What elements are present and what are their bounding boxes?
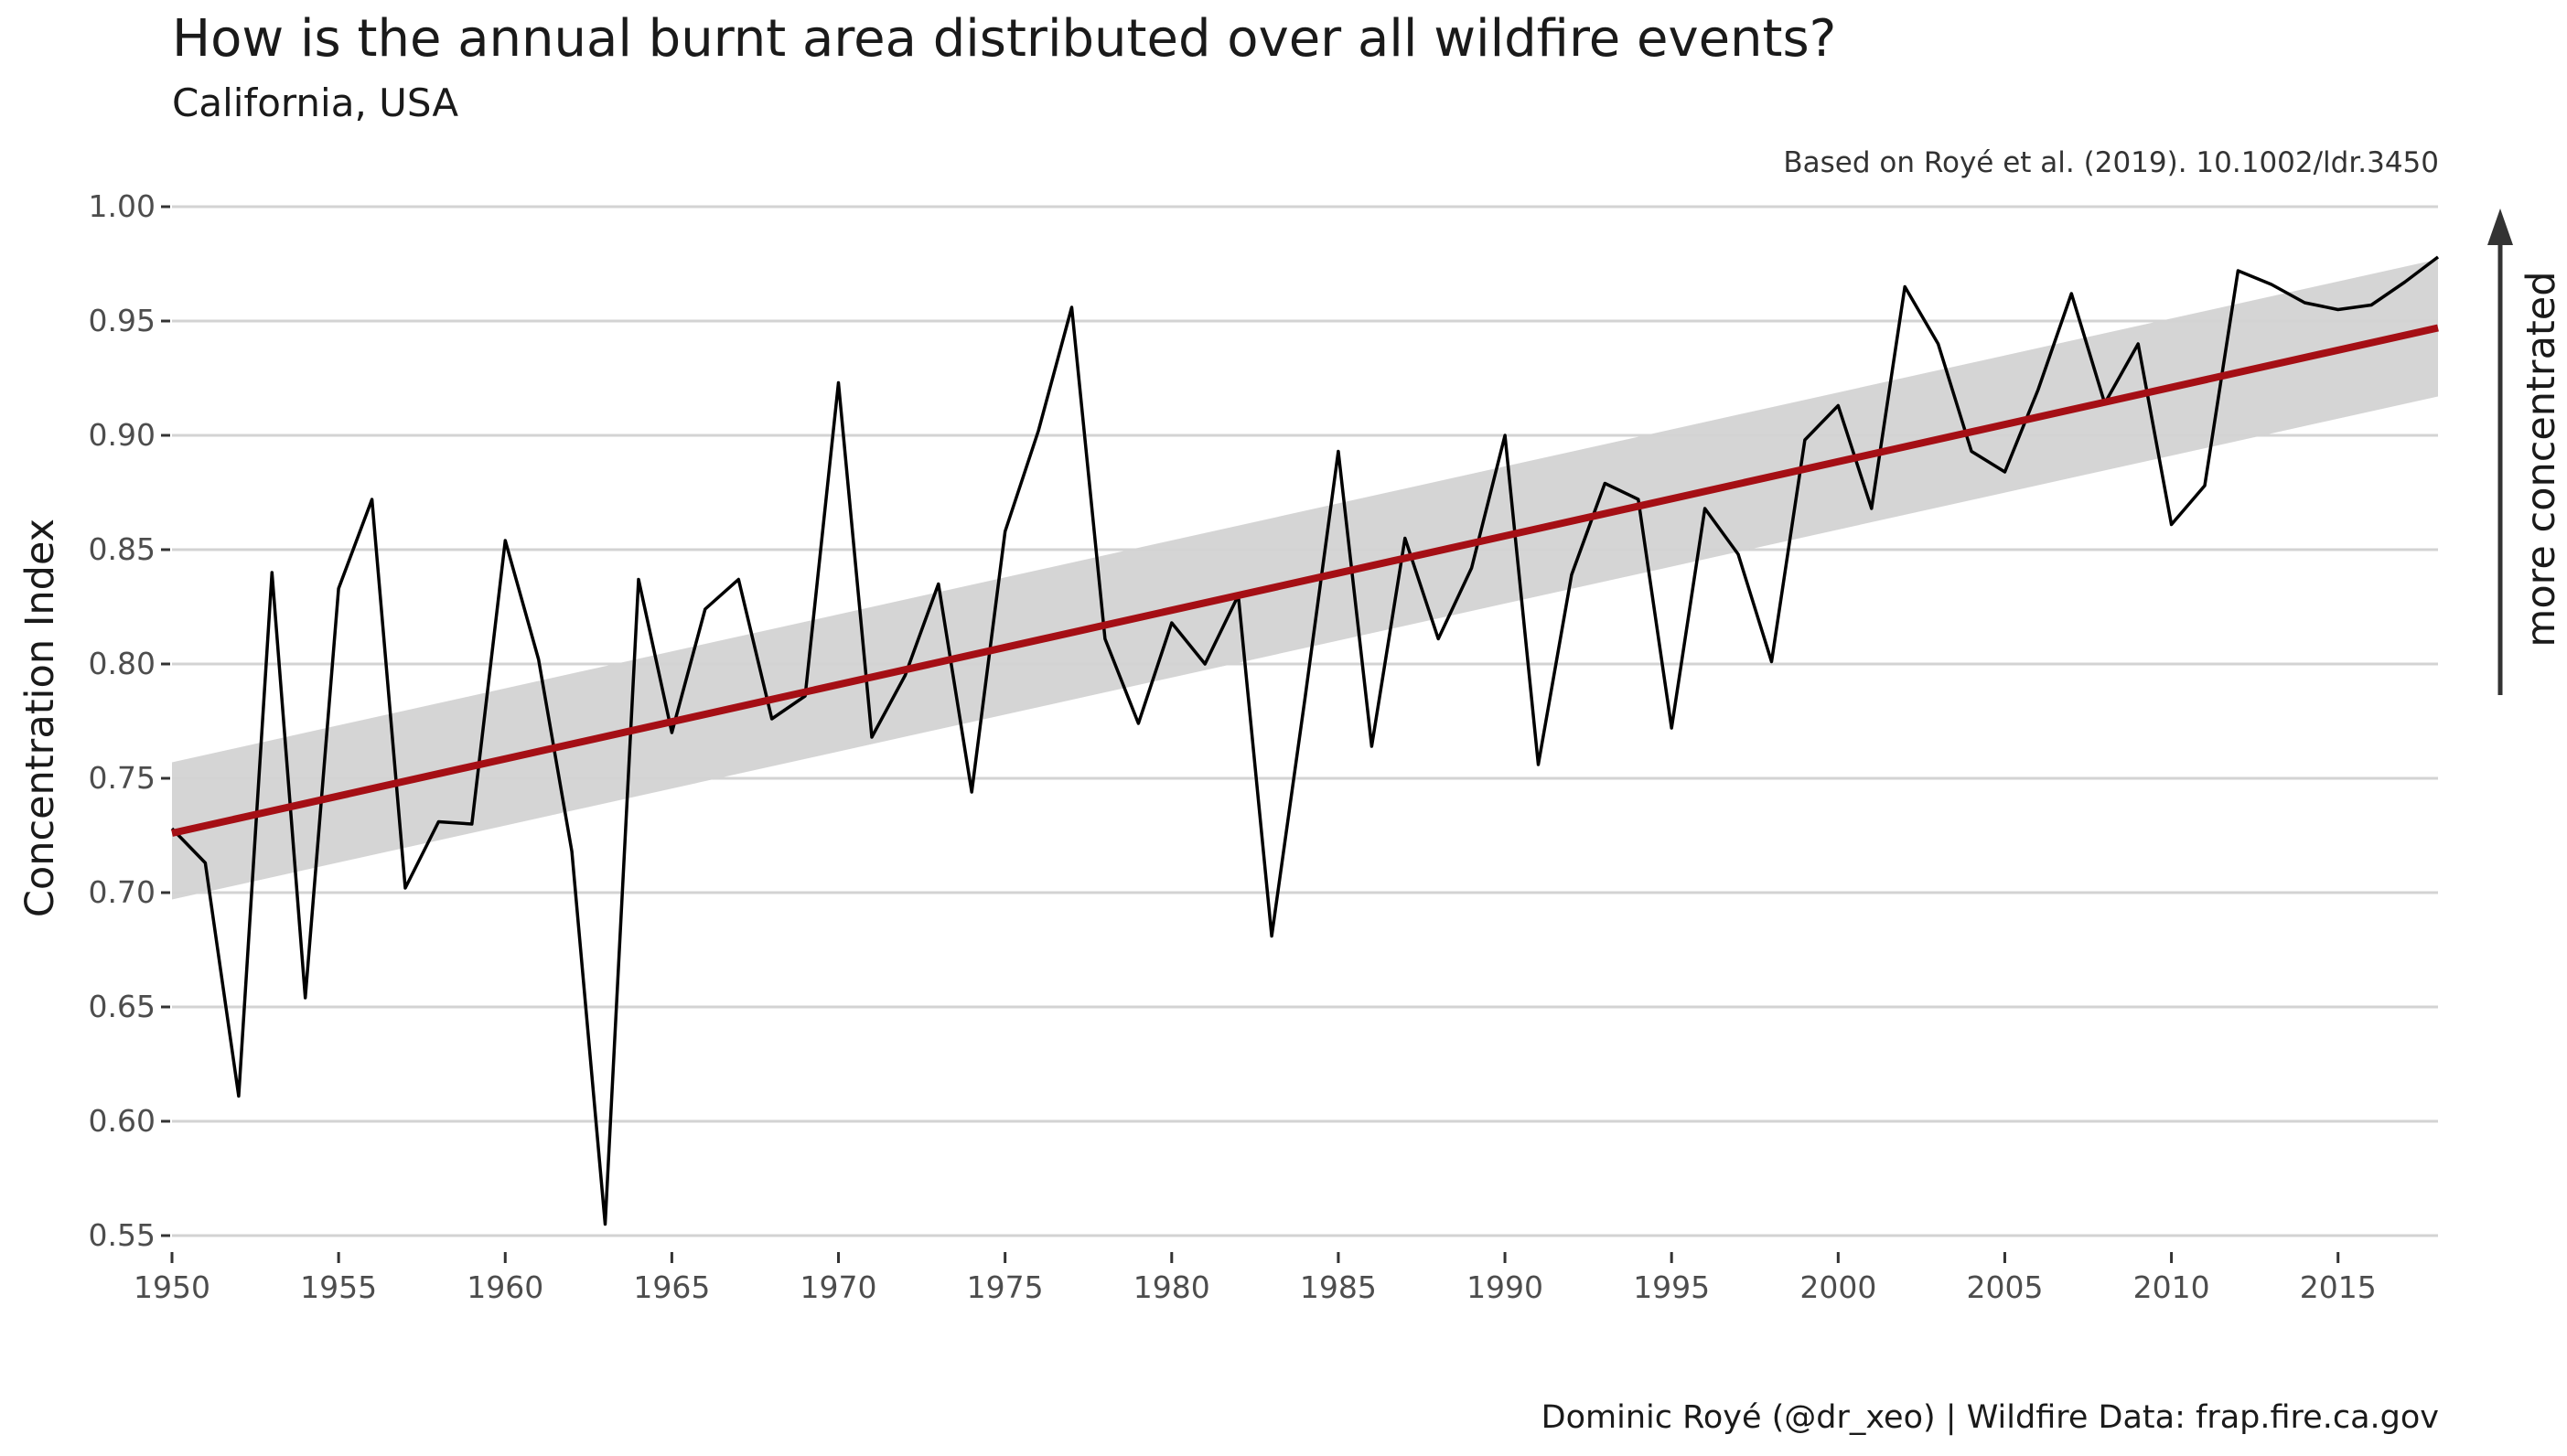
caption: Dominic Royé (@dr_xeo) | Wildfire Data: … [1541,1399,2439,1436]
y-tick-label: 0.70 [89,874,156,910]
source-note: Based on Royé et al. (2019). 10.1002/ldr… [1783,146,2439,179]
chart-subtitle: California, USA [172,80,459,125]
x-tick-label: 1965 [633,1269,710,1305]
y-tick-label: 0.90 [89,417,156,453]
x-tick-label: 2005 [1966,1269,2043,1305]
x-tick-label: 1995 [1633,1269,1710,1305]
y-tick-label: 0.60 [89,1103,156,1139]
x-tick-label: 1975 [967,1269,1044,1305]
y-tick-label: 0.80 [89,646,156,681]
y-tick-label: 0.95 [89,303,156,338]
arrow-head [2487,209,2513,245]
trend-line [171,324,2439,837]
x-tick-label: 1985 [1300,1269,1377,1305]
y-tick-label: 0.65 [89,989,156,1024]
more-concentrated-arrow [2487,209,2513,695]
chart-title: How is the annual burnt area distributed… [172,9,1837,69]
trend-group [171,324,2439,837]
x-tick-label: 2010 [2133,1269,2210,1305]
x-tick-label: 1990 [1466,1269,1543,1305]
x-tick-label: 1960 [467,1269,543,1305]
x-tick-label: 1970 [800,1269,877,1305]
y-tick-label: 0.85 [89,531,156,567]
x-tick-label: 2015 [2300,1269,2377,1305]
more-concentrated-label: more concentrated [2519,271,2564,647]
y-tick-label: 0.55 [89,1217,156,1253]
x-axis: 1950 1955 1960 1965 1970 1975 1980 1985 1990 1995… [134,1252,2377,1305]
x-tick-label: 1980 [1133,1269,1210,1305]
y-axis-title: Concentration Index [17,519,63,917]
y-axis: 0.55 0.60 0.65 0.70 0.75 0.80 0.85 0.90 0.95 1.00 [89,188,170,1253]
y-tick-label: 1.00 [89,188,156,224]
grid-lines [172,205,2438,1237]
x-tick-label: 1950 [134,1269,210,1305]
y-tick-label: 0.75 [89,760,156,796]
x-tick-label: 1955 [300,1269,377,1305]
x-tick-label: 2000 [1799,1269,1876,1305]
